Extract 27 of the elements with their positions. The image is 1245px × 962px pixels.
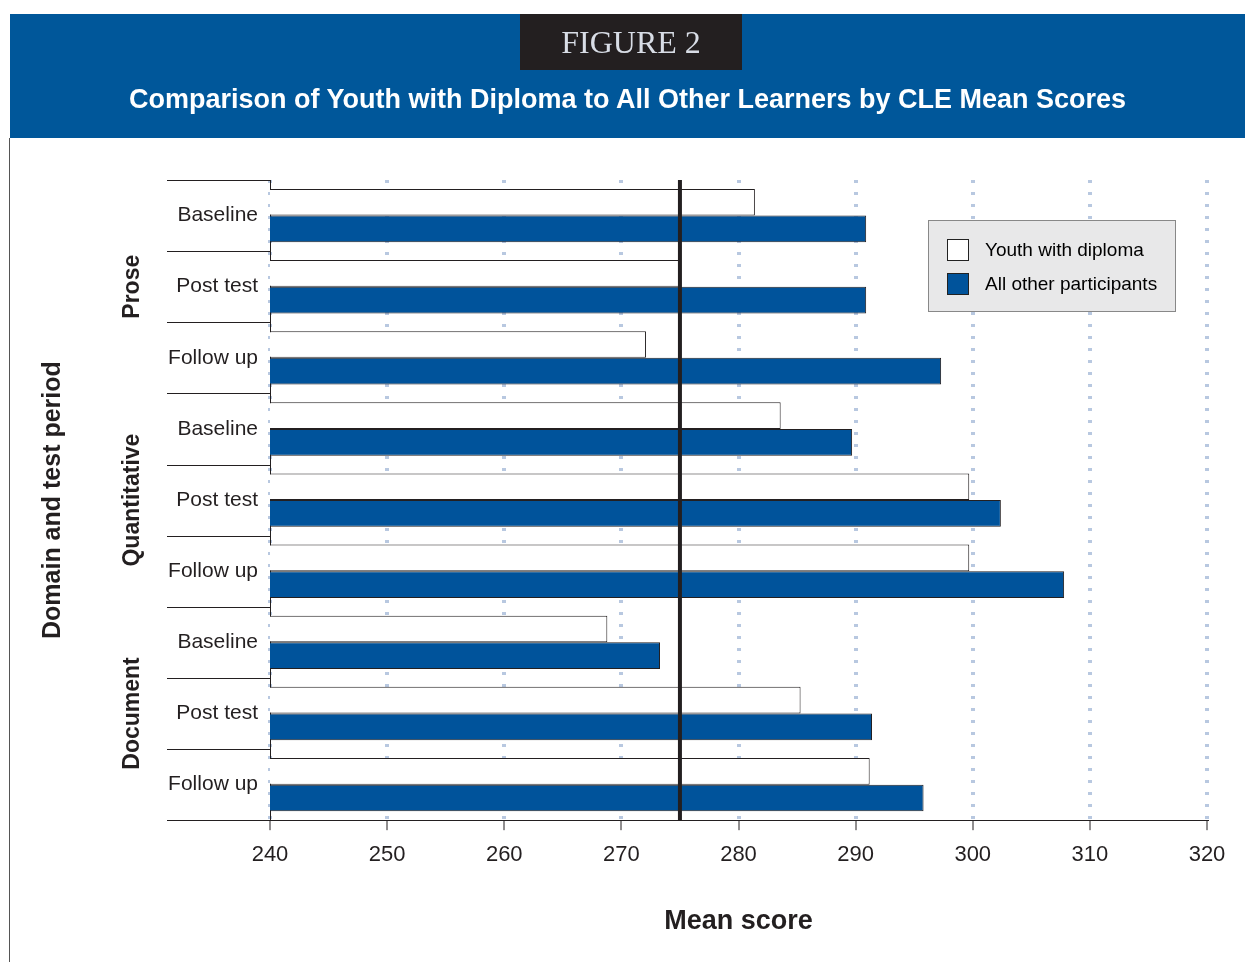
y-tick-label: Baseline bbox=[177, 415, 258, 439]
y-tick-label: Baseline bbox=[177, 629, 258, 653]
y-tick-label: Post test bbox=[176, 273, 259, 297]
x-tick-label: 240 bbox=[251, 841, 289, 867]
x-tick-label: 290 bbox=[837, 841, 874, 867]
text: Quantitative bbox=[118, 433, 145, 567]
x-tick-label: 280 bbox=[720, 841, 757, 867]
x-tick-label: 310 bbox=[1071, 841, 1109, 867]
y-tick-label: Post test bbox=[176, 486, 259, 510]
x-tick-label: 250 bbox=[368, 841, 406, 867]
x-tick-label: 270 bbox=[603, 841, 640, 867]
x-tick-label: 260 bbox=[485, 841, 523, 867]
text: Document bbox=[118, 656, 145, 770]
x-axis-title: Mean score bbox=[664, 905, 813, 936]
y-axis-title: Domain and test period bbox=[36, 361, 65, 640]
y-tick-label: Follow up bbox=[168, 344, 258, 368]
chart-title: FIGURE 2 bbox=[520, 14, 742, 70]
y-tick-label: Post test bbox=[176, 700, 259, 724]
text: Youth with diploma bbox=[985, 239, 1144, 261]
legend-label: All other participants bbox=[985, 273, 1158, 295]
text: Prose bbox=[118, 254, 145, 319]
y-tick-label: Baseline bbox=[177, 202, 258, 226]
y-tick-label: Follow up bbox=[168, 771, 258, 795]
chart-subtitle: Comparison of Youth with Diploma to All Other Learners by CLE Mean Scores bbox=[127, 84, 1128, 115]
y-tick-label: Follow up bbox=[168, 558, 258, 582]
x-tick-label: 300 bbox=[954, 841, 992, 867]
x-tick-label: 320 bbox=[1188, 841, 1226, 867]
